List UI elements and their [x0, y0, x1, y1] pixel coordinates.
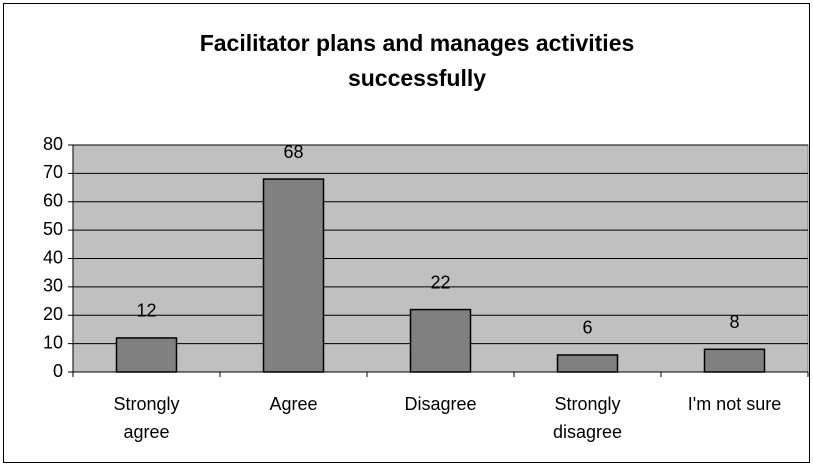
x-tick-label: Disagree [404, 394, 476, 414]
x-tick-label: Agree [269, 394, 317, 414]
y-tick-label: 30 [43, 276, 63, 296]
value-label: 12 [136, 301, 156, 321]
y-tick-label: 20 [43, 304, 63, 324]
bar [262, 178, 325, 373]
chart-title: Facilitator plans and manages activities… [200, 30, 635, 91]
y-tick-label: 80 [43, 134, 63, 154]
bar [409, 308, 472, 373]
x-tick-label: I'm not sure [688, 394, 781, 414]
value-label: 22 [430, 272, 450, 292]
y-tick-label: 50 [43, 219, 63, 239]
y-tick-label: 70 [43, 162, 63, 182]
x-tick-label: Strongly agree [113, 394, 179, 442]
value-label: 6 [582, 318, 592, 338]
y-tick-label: 60 [43, 191, 63, 211]
bar [115, 337, 178, 373]
bar [556, 354, 619, 373]
value-label: 8 [729, 312, 739, 332]
y-tick-label: 0 [53, 361, 63, 381]
y-tick-label: 10 [43, 332, 63, 352]
value-label: 68 [283, 142, 303, 162]
bar [703, 348, 766, 373]
x-tick-label: Strongly disagree [553, 394, 622, 442]
y-tick-label: 40 [43, 247, 63, 267]
